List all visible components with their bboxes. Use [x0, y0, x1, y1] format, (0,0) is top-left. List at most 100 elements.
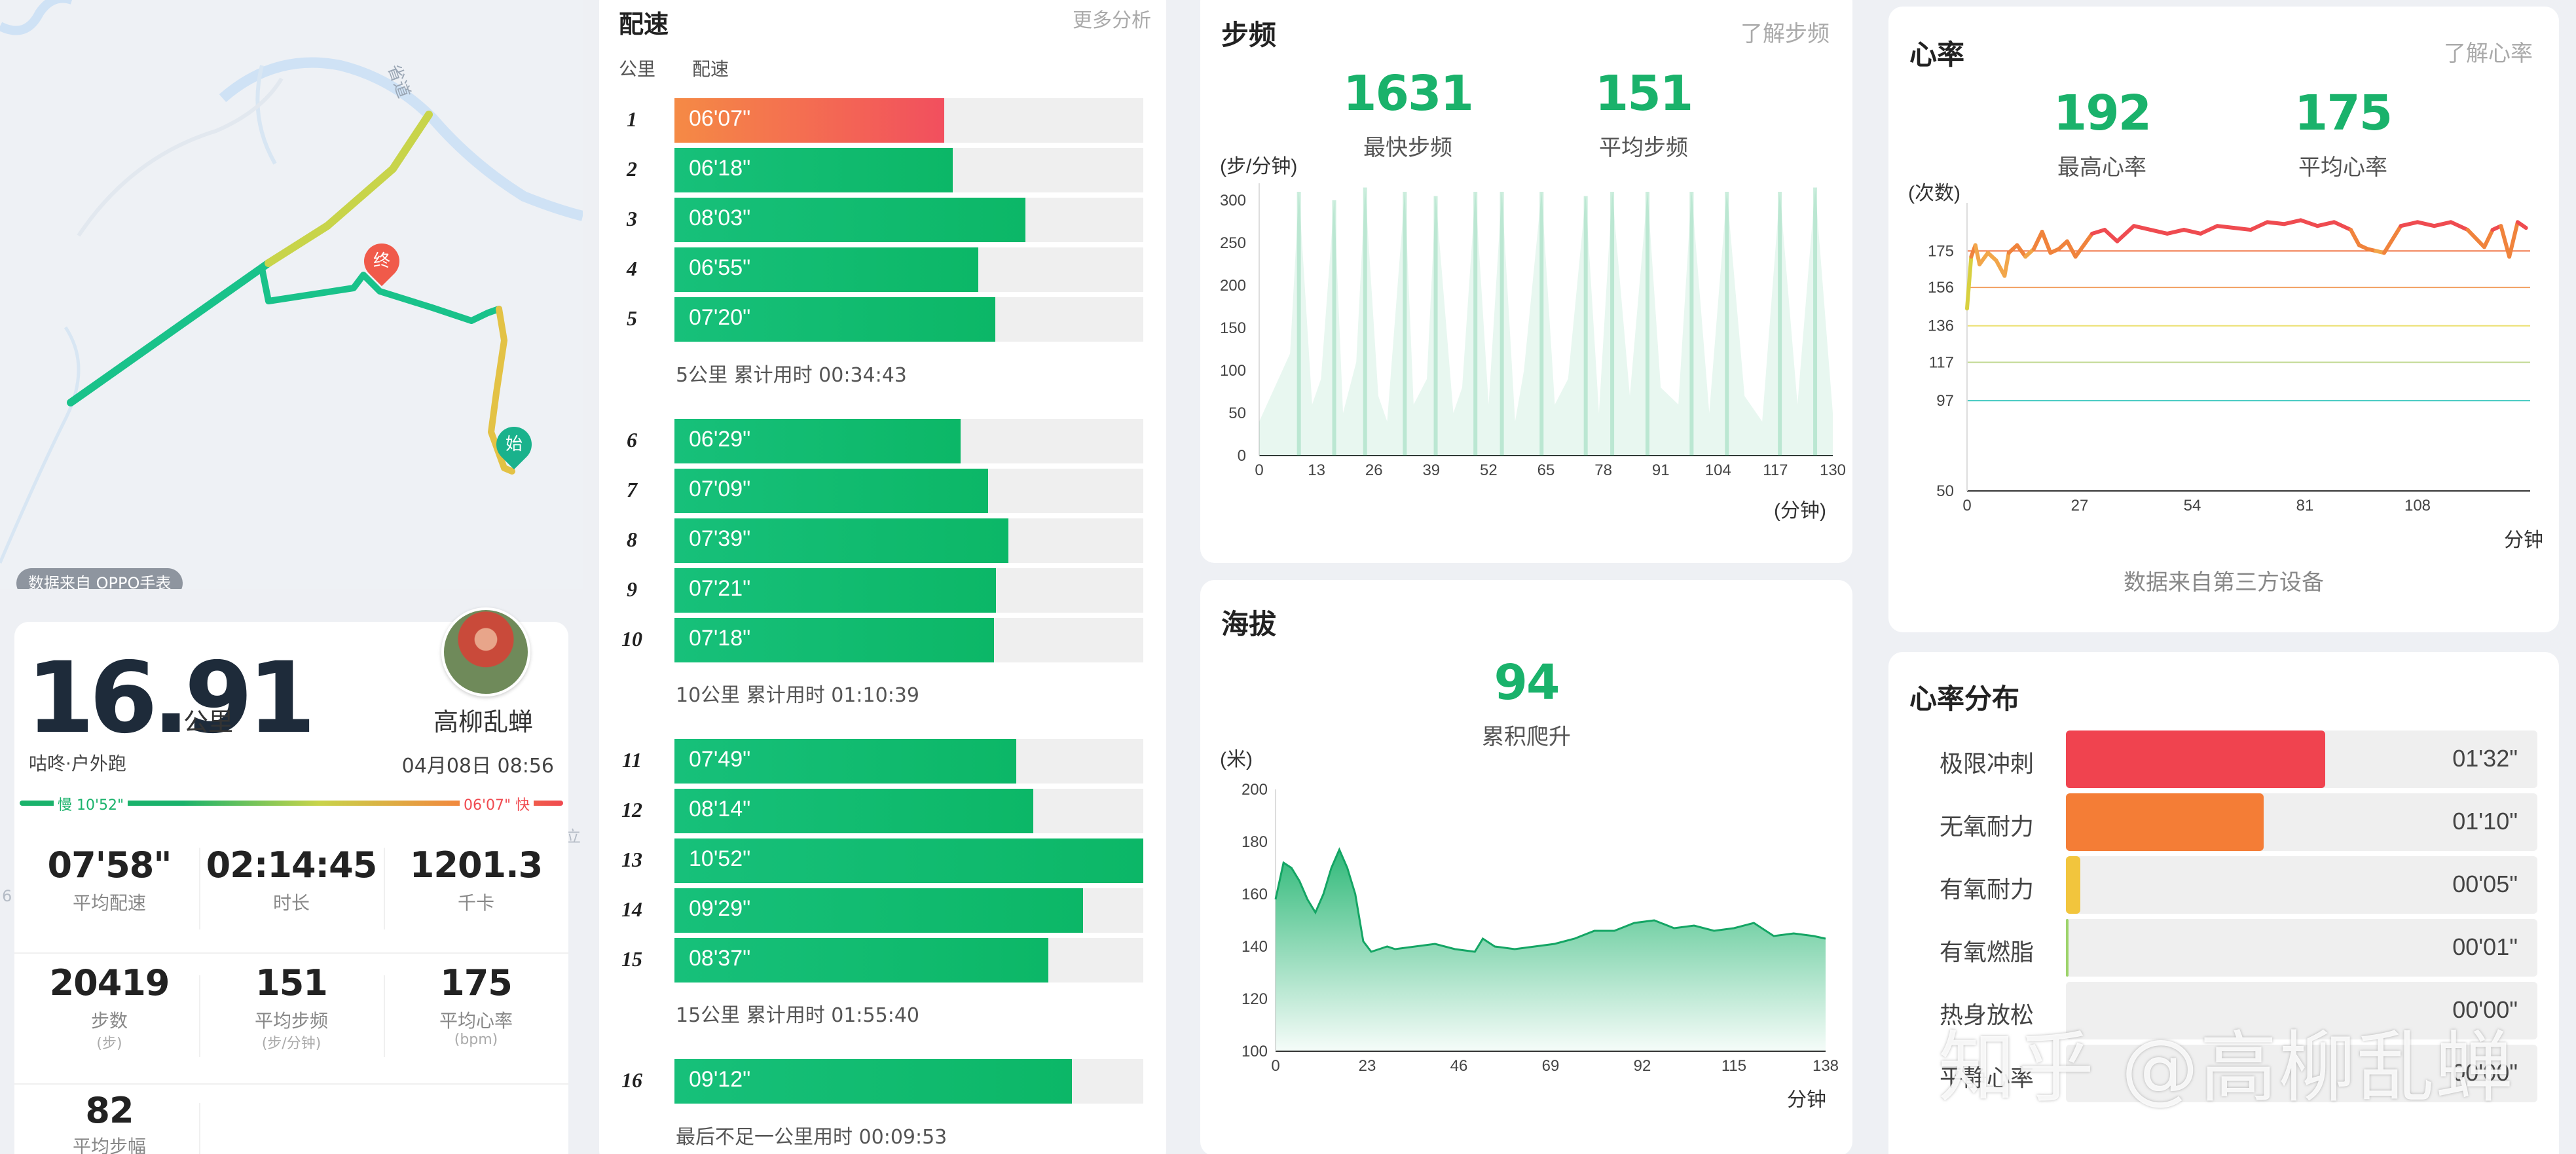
cadence-chart[interactable]: (步/分钟) 0 50 100 150 200 250 300 0 13 26 39 52 65 78 91 1…: [1200, 151, 1852, 543]
cadence-spike: [1473, 192, 1478, 456]
pace-km-label: 1: [627, 107, 637, 131]
pace-bar: [674, 838, 1143, 883]
cadence-x-tick: 26: [1365, 461, 1383, 479]
cadence-spike: [1332, 200, 1336, 456]
pace-title: 配速: [619, 10, 669, 39]
hr-zone-name: 极限冲刺: [1940, 751, 2034, 778]
hr-x-tick: 0: [1962, 497, 1971, 514]
cadence-x-tick: 78: [1594, 461, 1612, 479]
slow-pace-label: 慢 10'52": [54, 793, 128, 814]
cadence-area: [1259, 187, 1833, 456]
hr-y-tick: 175: [1928, 242, 1954, 260]
pace-bar: [674, 518, 1008, 563]
cadence-spike: [1500, 192, 1504, 456]
hr-line-segment: [2382, 224, 2403, 255]
cadence-max-label: 最快步频: [1363, 135, 1452, 161]
altitude-y-tick: 100: [1242, 1043, 1268, 1060]
cadence-y-unit: (步/分钟): [1220, 156, 1297, 177]
cadence-spike: [1725, 192, 1729, 456]
pace-value: 09'12": [689, 1067, 751, 1092]
pace-summary-last: 最后不足一公里用时 00:09:53: [676, 1126, 948, 1149]
pace-km-label: 8: [627, 528, 637, 551]
hr-line-segment: [2507, 220, 2520, 259]
cadence-avg-value: 151: [1594, 65, 1693, 122]
cadence-spike: [1778, 192, 1782, 456]
pace-km-label: 4: [627, 257, 637, 280]
cadence-y-tick: 300: [1220, 192, 1246, 209]
altitude-area: [1276, 850, 1826, 1051]
hr-zone-name: 无氧耐力: [1940, 814, 2034, 840]
heart-rate-learn-link[interactable]: 了解心率: [2444, 41, 2533, 67]
pace-km-label: 13: [621, 848, 642, 871]
activity-datetime: 04月08日 08:56: [401, 755, 554, 778]
altitude-chart[interactable]: (米) 100 120 140 160 180 200 0 23 46 69 92 115 138 分钟: [1200, 740, 1852, 1145]
hr-line-segment: [2349, 228, 2361, 247]
hr-line-segment: [2040, 230, 2053, 255]
avg-cadence-label: 平均步频: [254, 1010, 328, 1032]
pace-bar: [674, 789, 1034, 833]
avatar[interactable]: [441, 607, 530, 696]
altitude-card: [1200, 580, 1852, 1154]
hr-avg-label: 平均心率: [2298, 154, 2387, 181]
cadence-x-tick: 0: [1255, 461, 1263, 479]
cadence-x-tick: 39: [1422, 461, 1440, 479]
cadence-x-tick: 104: [1705, 461, 1731, 479]
altitude-gain-label: 累积爬升: [1482, 724, 1571, 750]
duration-value: 02:14:45: [206, 844, 378, 886]
hr-max-label: 最高心率: [2057, 154, 2146, 181]
pace-bar: [674, 1059, 1073, 1104]
end-marker-text: 终: [373, 251, 390, 271]
hr-zone-time: 00'05": [2452, 871, 2518, 897]
pace-value: 08'37": [689, 946, 751, 971]
hr-line-segment: [1978, 251, 1990, 266]
avg-hr-label: 平均心率: [439, 1010, 513, 1032]
altitude-y-tick: 200: [1242, 781, 1268, 799]
hr-line-segment: [2090, 228, 2107, 236]
pace-gradient-bar: [20, 801, 563, 806]
pace-bar: [674, 739, 1016, 784]
hr-zone-row: 01'10": [2066, 793, 2537, 851]
cadence-spike: [1539, 192, 1544, 456]
hr-zone-row: 00'00": [2066, 1045, 2537, 1102]
hr-line-segment: [2399, 220, 2420, 228]
altitude-x-tick: 23: [1359, 1057, 1376, 1075]
end-marker[interactable]: 终: [356, 236, 407, 287]
hr-source-note: 数据来自第三方设备: [2124, 569, 2324, 596]
pace-km-label: 14: [621, 897, 642, 921]
pace-km-label: 10: [621, 627, 642, 651]
altitude-y-unit: (米): [1220, 749, 1253, 770]
heart-rate-chart[interactable]: (次数) 50 97 117 136 156 175 0 27 54 81 108 分钟: [1888, 170, 2559, 563]
cadence-y-tick: 200: [1220, 277, 1246, 295]
avg-pace-value: 07'58": [47, 844, 172, 886]
pace-km-label: 9: [627, 577, 637, 601]
hr-line-segment: [2249, 220, 2270, 232]
avg-pace-label: 平均配速: [72, 892, 146, 914]
pace-bar: [674, 297, 995, 342]
pace-summary-10: 10公里 累计用时 01:10:39: [676, 684, 919, 707]
hr-line-segment: [2165, 228, 2186, 236]
pace-row: 06'55": [674, 247, 1143, 292]
more-analysis-link[interactable]: 更多分析: [1073, 9, 1151, 32]
altitude-title: 海拔: [1221, 608, 1277, 640]
pace-km-label: 12: [621, 798, 642, 821]
user-name: 高柳乱蝉: [433, 708, 533, 736]
pace-row: 06'18": [674, 148, 1143, 192]
hr-x-tick: 27: [2071, 497, 2089, 514]
start-marker[interactable]: 始: [488, 419, 540, 470]
hr-y-unit: (次数): [1908, 183, 1960, 204]
hr-zone-bar: [2066, 730, 2325, 788]
altitude-x-tick: 92: [1634, 1057, 1651, 1075]
activity-type: 咕咚·户外跑: [29, 753, 126, 774]
fast-pace-label: 06'07" 快: [460, 793, 534, 814]
hr-y-tick: 156: [1928, 279, 1954, 297]
cadence-x-unit: (分钟): [1774, 500, 1826, 522]
pace-row: 06'07": [674, 98, 1143, 143]
altitude-x-tick: 115: [1721, 1057, 1746, 1075]
pace-value: 09'29": [689, 896, 751, 921]
cadence-x-tick: 130: [1820, 461, 1846, 479]
pace-km-label: 15: [621, 947, 642, 971]
cadence-learn-link[interactable]: 了解步频: [1740, 21, 1830, 47]
hr-avg-value: 175: [2294, 85, 2393, 141]
route-map[interactable]: 省道 终 始 数据来自 OPPO手表: [0, 0, 583, 589]
hr-line-segment: [2315, 220, 2336, 228]
